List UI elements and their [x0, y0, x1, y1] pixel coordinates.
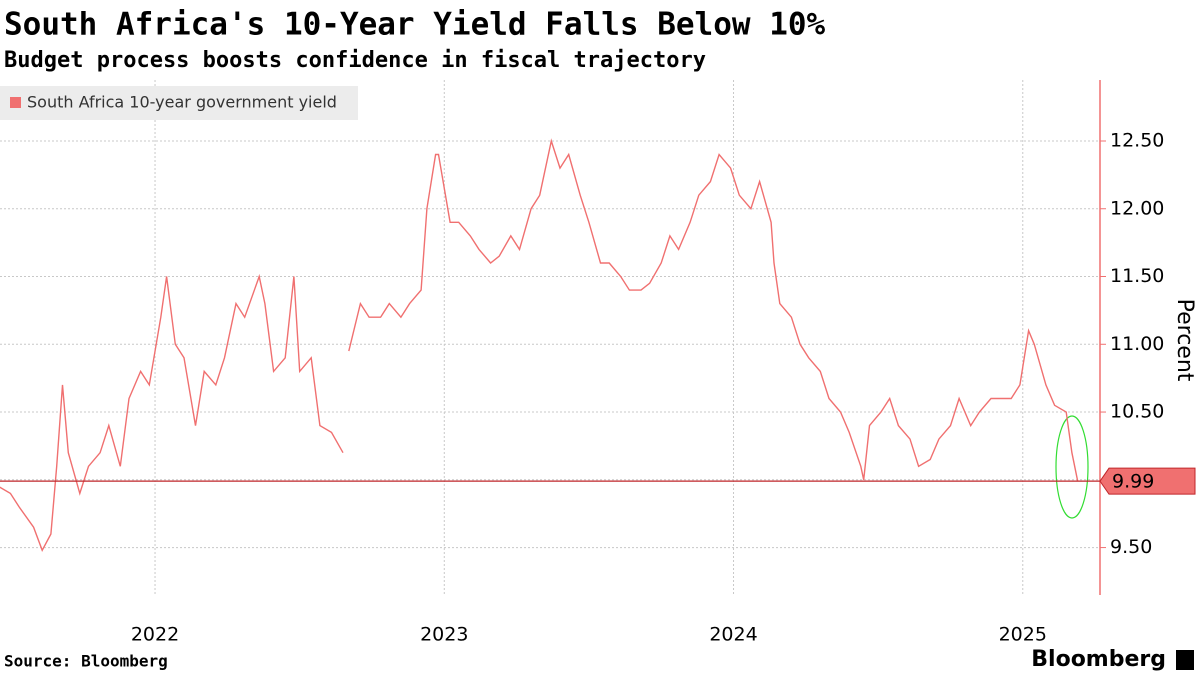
y-tick-label: 11.50 [1110, 265, 1164, 287]
reference-label: 9.99 [1112, 471, 1154, 493]
x-tick-label: 2025 [999, 624, 1047, 646]
y-tick-label: 11.00 [1110, 333, 1164, 355]
line-series [0, 138, 1079, 553]
reference-label-box [1099, 467, 1196, 495]
legend-label: South Africa 10-year government yield [27, 93, 337, 112]
source: Source: Bloomberg [4, 652, 168, 671]
y-tick-label: 10.50 [1110, 401, 1164, 423]
brand-icon [1176, 650, 1194, 670]
legend-box [0, 86, 358, 120]
x-tick-label: 2023 [420, 624, 468, 646]
x-tick-label: 2024 [709, 624, 757, 646]
legend-swatch [10, 97, 21, 108]
y-axis-label: Percent [1172, 299, 1197, 382]
y-tick-label: 12.50 [1110, 129, 1164, 151]
brand-logo: Bloomberg [1031, 647, 1166, 672]
chart-subtitle: Budget process boosts confidence in fisc… [4, 48, 706, 73]
x-tick-label: 2022 [131, 624, 179, 646]
chart-title: South Africa's 10-Year Yield Falls Below… [4, 7, 826, 43]
y-tick-label: 12.00 [1110, 197, 1164, 219]
y-tick-label: 9.50 [1110, 536, 1152, 558]
annotation-circle [1055, 415, 1089, 519]
